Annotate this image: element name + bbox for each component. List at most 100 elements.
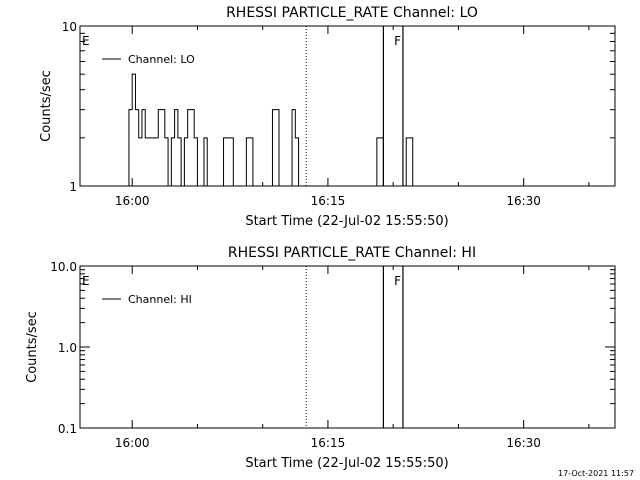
plot-frame xyxy=(79,265,616,429)
data-point xyxy=(325,185,327,187)
data-point xyxy=(299,185,301,187)
x-tick-label: 16:30 xyxy=(506,436,541,450)
data-point xyxy=(201,185,203,187)
data-point xyxy=(371,185,373,187)
data-point xyxy=(345,185,347,187)
y-tick-label: 0.1 xyxy=(58,422,77,436)
data-point xyxy=(322,185,324,187)
data-point xyxy=(214,185,216,187)
data-point xyxy=(254,185,256,187)
data-point xyxy=(368,185,370,187)
data-point xyxy=(221,185,223,187)
data-point xyxy=(130,109,132,111)
data-point xyxy=(156,137,158,139)
data-point xyxy=(306,185,308,187)
data-point xyxy=(175,109,177,111)
data-point xyxy=(312,185,314,187)
data-point xyxy=(126,185,128,187)
data-point xyxy=(374,185,376,187)
y-tick-label: 1.0 xyxy=(58,341,77,355)
data-point xyxy=(293,109,295,111)
y-tick-label: 10.0 xyxy=(50,260,77,274)
plot-frame xyxy=(79,25,616,187)
data-point xyxy=(394,185,396,187)
data-point xyxy=(139,137,141,139)
data-point xyxy=(342,185,344,187)
y-axis-label: Counts/sec xyxy=(39,70,54,142)
data-point xyxy=(250,137,252,139)
data-point xyxy=(257,185,259,187)
data-point xyxy=(263,185,265,187)
data-point xyxy=(159,109,161,111)
data-point xyxy=(162,109,164,111)
y-axis-label: Counts/sec xyxy=(25,311,40,383)
data-point xyxy=(423,185,425,187)
data-point xyxy=(234,185,236,187)
data-point xyxy=(361,185,363,187)
x-tick-label: 16:00 xyxy=(115,436,150,450)
data-point xyxy=(231,137,233,139)
data-point xyxy=(192,109,194,111)
data-point xyxy=(417,185,419,187)
data-point xyxy=(404,185,406,187)
data-point xyxy=(302,185,304,187)
generation-timestamp: 17-Oct-2021 11:57 xyxy=(558,469,634,478)
data-point xyxy=(169,185,171,187)
data-point xyxy=(329,185,331,187)
x-tick-label: 16:15 xyxy=(311,436,346,450)
data-point xyxy=(165,137,167,139)
data-point xyxy=(218,185,220,187)
data-point xyxy=(348,185,350,187)
data-point xyxy=(143,109,145,111)
data-point xyxy=(172,137,174,139)
data-point xyxy=(407,137,409,139)
data-point xyxy=(289,185,291,187)
data-point xyxy=(260,185,262,187)
data-point xyxy=(240,185,242,187)
data-point xyxy=(188,109,190,111)
event-marker-e: E xyxy=(82,34,90,48)
data-point xyxy=(338,185,340,187)
y-tick-label: 10 xyxy=(62,20,77,34)
event-marker-f: F xyxy=(394,274,401,288)
data-point xyxy=(247,137,249,139)
data-point xyxy=(133,73,135,75)
chart-title: RHESSI PARTICLE_RATE Channel: LO xyxy=(226,5,478,21)
data-point xyxy=(267,185,269,187)
event-marker-e: E xyxy=(82,274,90,288)
data-point xyxy=(273,109,275,111)
data-point xyxy=(397,185,399,187)
legend-label: Channel: HI xyxy=(128,293,192,306)
x-tick-label: 16:15 xyxy=(311,194,346,208)
data-point xyxy=(335,185,337,187)
data-point xyxy=(426,185,428,187)
data-point xyxy=(355,185,357,187)
y-tick-label: 1 xyxy=(69,180,77,194)
event-marker-f: F xyxy=(394,34,401,48)
x-axis-label: Start Time (22-Jul-02 15:55:50) xyxy=(245,214,448,229)
data-point xyxy=(286,185,288,187)
chart-title: RHESSI PARTICLE_RATE Channel: HI xyxy=(228,245,476,261)
data-point xyxy=(276,109,278,111)
data-point xyxy=(377,137,379,139)
data-point xyxy=(195,137,197,139)
data-point xyxy=(182,185,184,187)
chart-panel-2: RHESSI PARTICLE_RATE Channel: HI 16:00 16:… xyxy=(25,245,616,471)
data-point xyxy=(136,109,138,111)
data-point xyxy=(211,185,213,187)
x-axis-label: Start Time (22-Jul-02 15:55:50) xyxy=(245,456,448,471)
x-tick-label: 16:30 xyxy=(506,194,541,208)
data-point xyxy=(244,185,246,187)
data-point xyxy=(358,185,360,187)
data-point xyxy=(410,137,412,139)
data-point xyxy=(316,185,318,187)
data-point xyxy=(178,137,180,139)
data-point xyxy=(227,137,229,139)
data-point xyxy=(146,137,148,139)
data-point xyxy=(283,185,285,187)
data-point xyxy=(400,185,402,187)
data-point xyxy=(420,185,422,187)
data-point xyxy=(309,185,311,187)
data-point xyxy=(296,137,298,139)
